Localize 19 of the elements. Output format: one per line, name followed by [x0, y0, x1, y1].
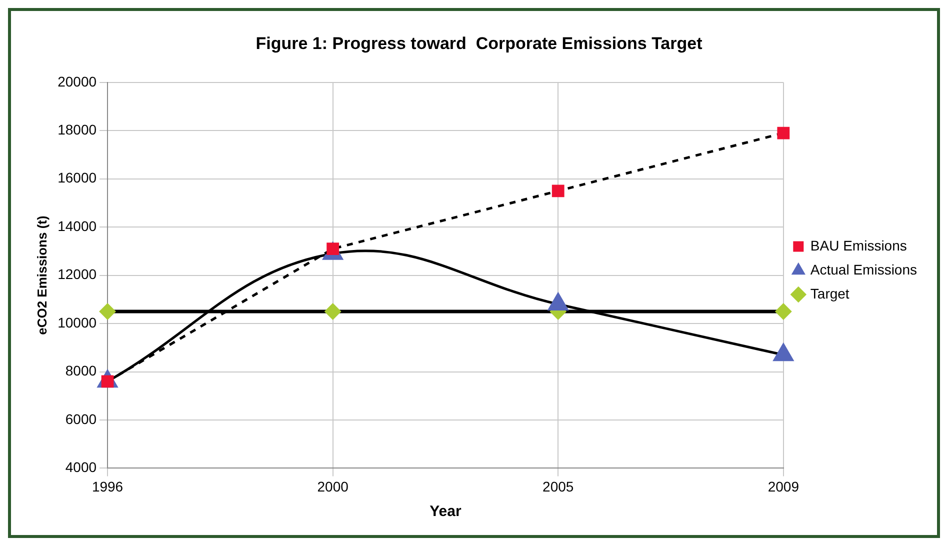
legend-label: Actual Emissions [810, 261, 917, 278]
y-tick-label: 20000 [58, 73, 97, 90]
y-axis-title: eCO2 Emissions (t) [34, 216, 50, 335]
x-axis-title: Year [430, 503, 462, 520]
y-tick-label: 4000 [65, 459, 97, 476]
legend-label: Target [810, 285, 850, 302]
y-tick-label: 10000 [58, 314, 97, 330]
y-tick-label: 6000 [65, 410, 97, 427]
x-tick-label: 2000 [317, 478, 349, 494]
x-tick-label: 2009 [768, 478, 800, 494]
y-tick-label: 14000 [58, 218, 97, 234]
y-tick-label: 8000 [65, 362, 97, 379]
chart-title: Figure 1: Progress toward Corporate Emissions Target [256, 34, 703, 53]
x-tick-label: 1996 [92, 478, 124, 494]
legend-label: BAU Emissions [810, 237, 907, 254]
x-tick-label: 2005 [542, 478, 574, 494]
y-tick-label: 16000 [58, 170, 97, 186]
y-tick-label: 18000 [58, 121, 97, 138]
y-tick-label: 12000 [58, 266, 97, 282]
